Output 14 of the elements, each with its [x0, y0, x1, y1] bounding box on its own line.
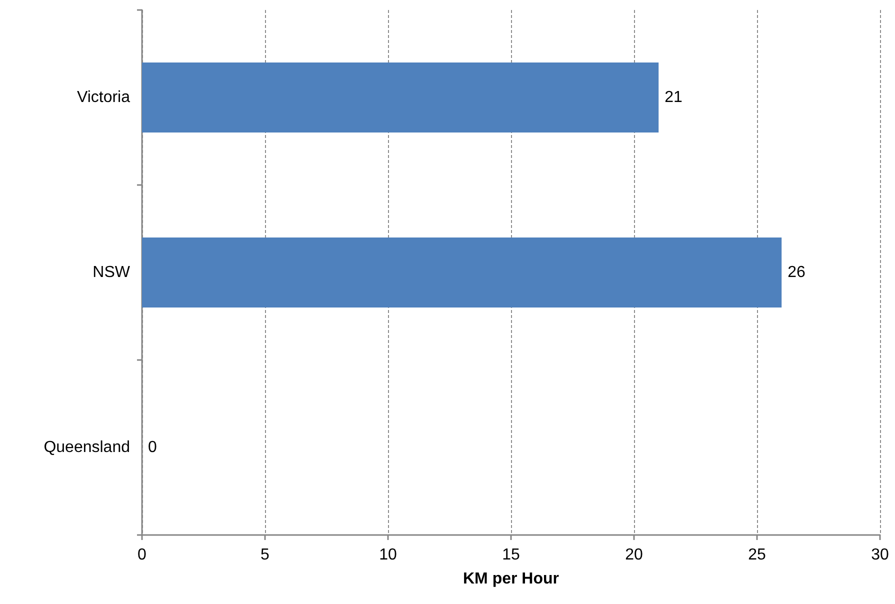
x-axis-title: KM per Hour: [463, 570, 559, 588]
x-tick-label: 10: [379, 546, 397, 564]
x-tick-label: 5: [260, 546, 270, 564]
y-tick-label: Victoria: [76, 89, 130, 106]
data-label: 26: [788, 264, 806, 281]
data-label: 0: [148, 439, 157, 456]
y-tick-label: Queensland: [44, 439, 130, 456]
x-tick-label: 0: [138, 546, 147, 564]
data-label: 21: [664, 89, 682, 106]
x-tick-label: 25: [748, 546, 766, 564]
x-tick-label: 30: [871, 546, 889, 564]
x-tick-label: 20: [625, 546, 643, 564]
y-tick-label: NSW: [92, 264, 131, 281]
x-tick-label: 15: [502, 546, 520, 564]
